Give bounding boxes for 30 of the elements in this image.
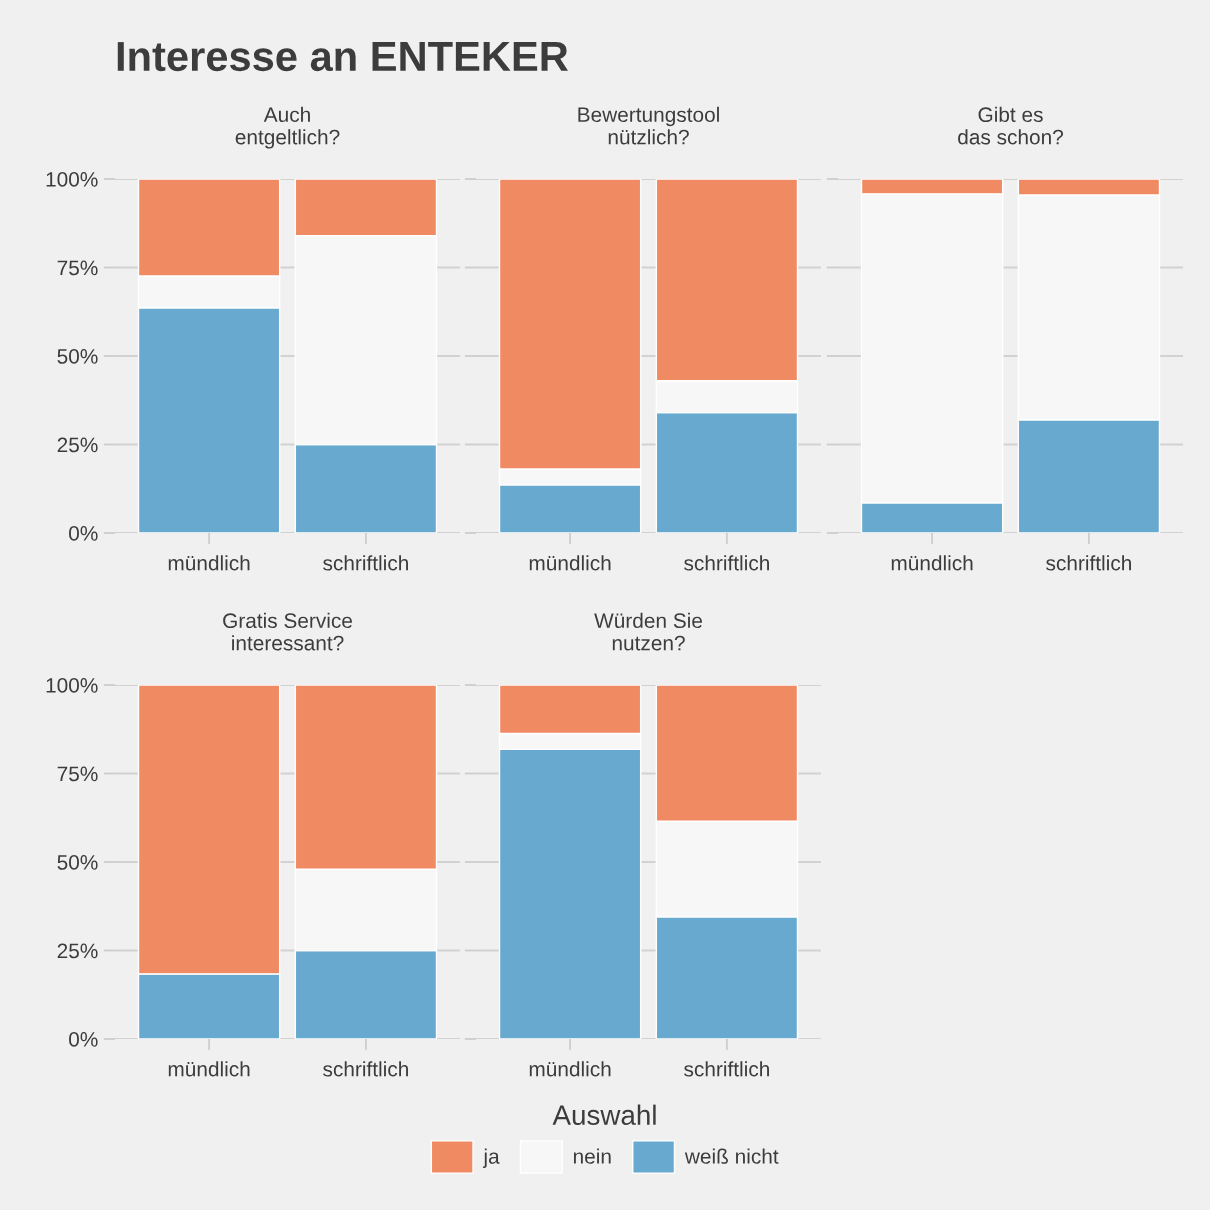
x-tick-label: mündlich bbox=[891, 555, 973, 571]
chart-subtitle: Auch entgeltlich? bbox=[235, 106, 340, 149]
legend-label: ja bbox=[482, 1148, 500, 1168]
y-tick-label: 0% bbox=[69, 526, 98, 541]
x-tick-label: schriftlich bbox=[684, 555, 769, 571]
x-tick-label: schriftlich bbox=[323, 1061, 408, 1077]
x-tick-label: mündlich bbox=[529, 555, 611, 571]
y-tick-label: 75% bbox=[57, 260, 98, 276]
chart-subtitle: Würden Sie nutzen? bbox=[594, 612, 702, 651]
y-tick-label: 50% bbox=[57, 855, 98, 870]
legend-label: nein bbox=[573, 1148, 611, 1164]
legend-title: Auswahl bbox=[552, 1104, 656, 1126]
x-tick-label: mündlich bbox=[168, 555, 250, 571]
chart-subtitle: Bewertungstool nützlich? bbox=[578, 106, 719, 145]
y-tick-label: 100% bbox=[46, 172, 98, 187]
y-tick-label: 75% bbox=[57, 766, 98, 782]
x-tick-label: schriftlich bbox=[323, 555, 408, 571]
chart-subtitle: Gibt es das schon? bbox=[958, 106, 1064, 145]
y-tick-label: 50% bbox=[57, 349, 98, 364]
y-tick-label: 0% bbox=[69, 1032, 98, 1047]
legend-label: weiß nicht bbox=[684, 1148, 779, 1164]
chart-title: Interesse an ENTEKER bbox=[117, 42, 569, 72]
y-tick-label: 100% bbox=[46, 678, 98, 693]
x-tick-label: mündlich bbox=[529, 1061, 611, 1077]
chart-subtitle: Gratis Service interessant? bbox=[223, 612, 352, 651]
y-tick-label: 25% bbox=[57, 943, 98, 959]
x-tick-label: schriftlich bbox=[684, 1061, 769, 1077]
y-tick-label: 25% bbox=[57, 437, 98, 453]
x-tick-label: mündlich bbox=[168, 1061, 250, 1077]
x-tick-label: schriftlich bbox=[1046, 555, 1131, 571]
